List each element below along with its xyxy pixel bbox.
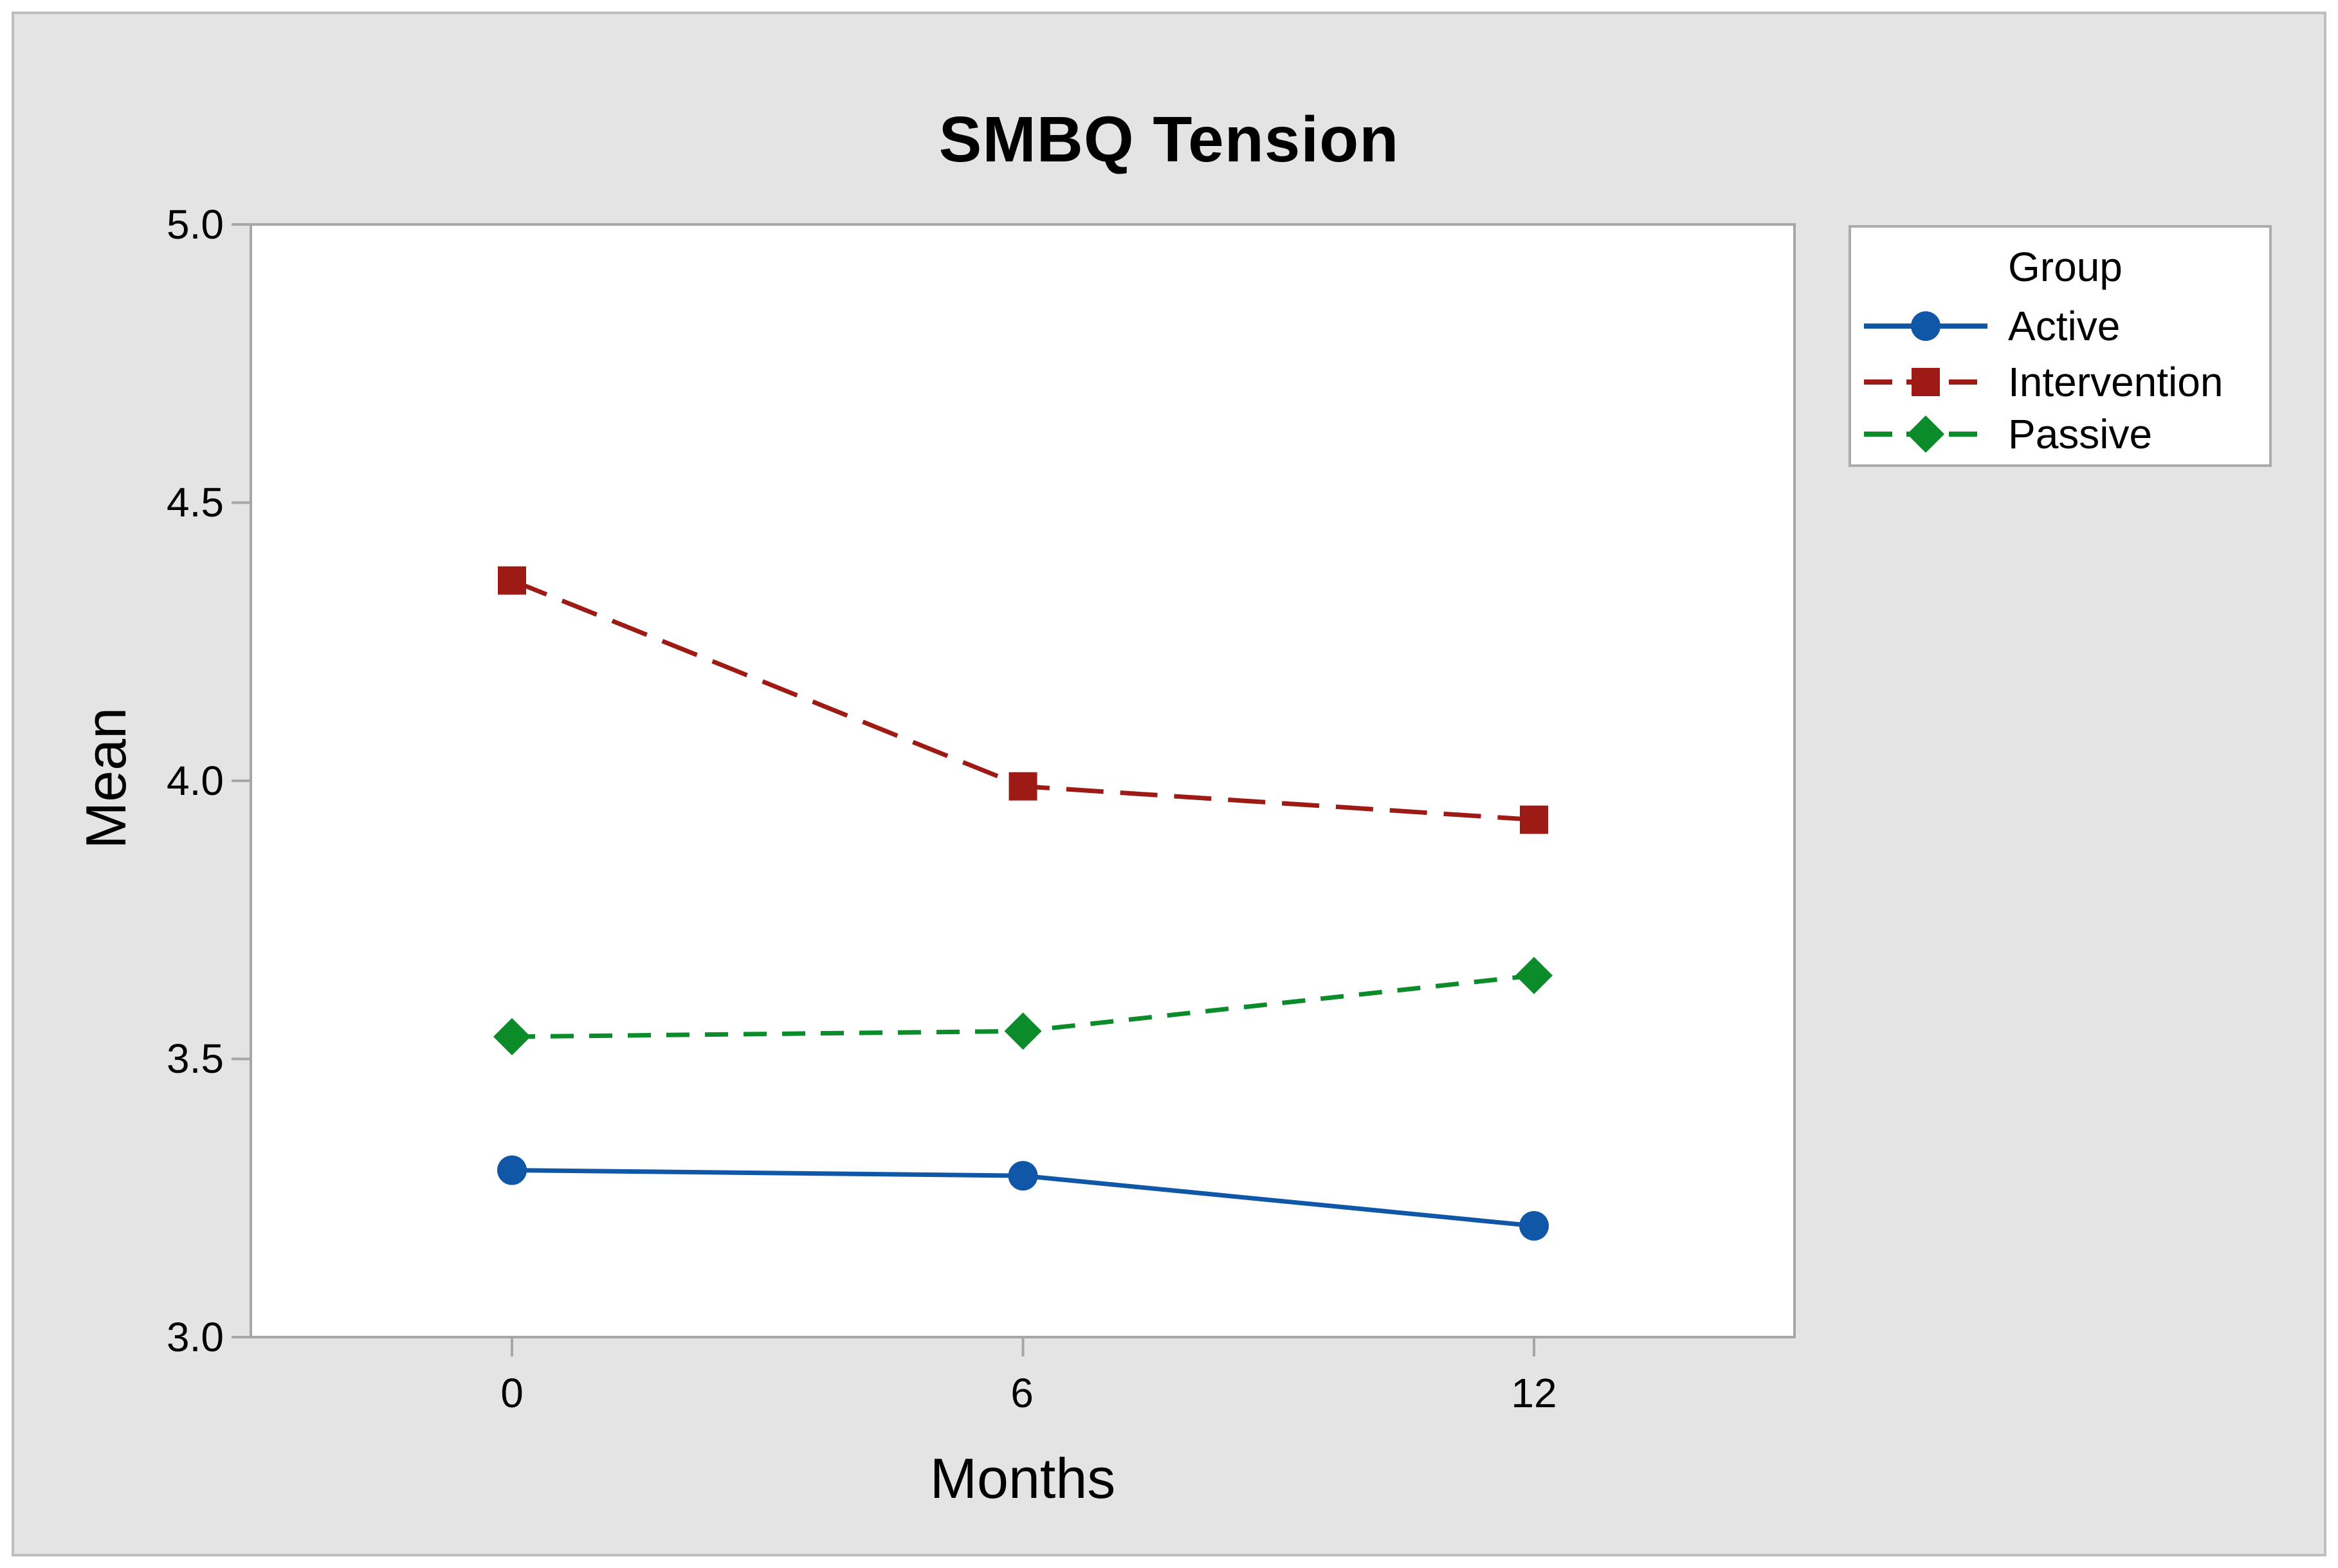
- chart-title: SMBQ Tension: [938, 104, 1400, 176]
- legend-sample-passive: [1864, 415, 1987, 453]
- legend-label: Active: [2008, 303, 2121, 349]
- x-tick-label: 6: [1010, 1370, 1034, 1416]
- legend-title: Group: [2008, 244, 2123, 290]
- chart-canvas: SMBQ Tension 5.0 4.5 4.0 3.5 3.0 0 6 12 …: [12, 12, 2326, 1556]
- legend-label: Passive: [2008, 411, 2153, 457]
- axis-ticks: [232, 223, 1535, 1356]
- y-tick-label: 3.5: [167, 1035, 224, 1082]
- legend-sample-intervention: [1864, 368, 1987, 396]
- x-axis-title: Months: [929, 1446, 1116, 1510]
- legend-box: Group Active Intervention Passive: [1849, 225, 2272, 467]
- y-tick-label: 5.0: [167, 201, 224, 248]
- y-axis-title: Mean: [74, 707, 138, 850]
- legend-row-intervention: Intervention: [1851, 354, 2269, 410]
- data-series: [493, 566, 1553, 1241]
- legend-row-active: Active: [1851, 298, 2269, 354]
- x-tick-label: 0: [500, 1370, 524, 1416]
- y-tick-label: 4.5: [167, 479, 224, 525]
- legend-label: Intervention: [2008, 359, 2224, 405]
- legend-row-passive: Passive: [1851, 406, 2269, 462]
- legend-sample-active: [1864, 311, 1987, 341]
- x-tick-label: 12: [1511, 1370, 1557, 1416]
- y-tick-label: 3.0: [167, 1314, 224, 1360]
- plot-svg: [232, 223, 1796, 1356]
- y-tick-label: 4.0: [167, 758, 224, 804]
